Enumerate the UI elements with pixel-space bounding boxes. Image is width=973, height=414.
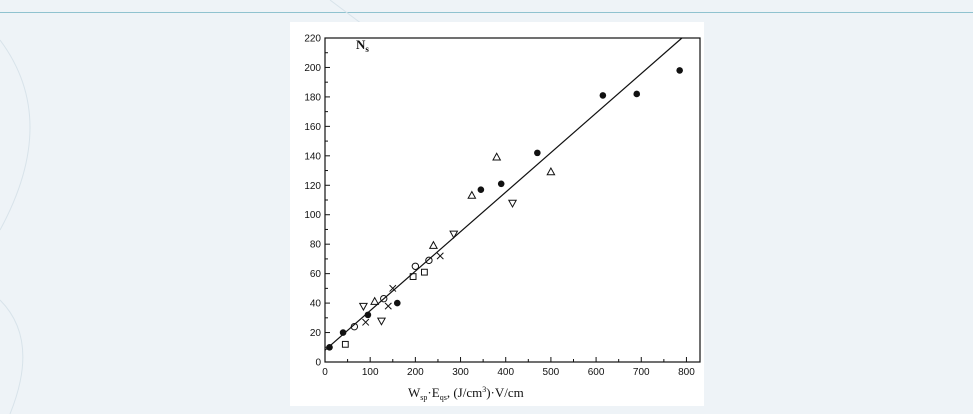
data-point-filled-circle bbox=[393, 299, 401, 307]
data-point-filled-circle bbox=[676, 67, 683, 74]
y-tick-label: 80 bbox=[310, 240, 322, 251]
x-tick-label: 200 bbox=[407, 367, 424, 378]
x-tick-label: 400 bbox=[497, 367, 514, 378]
data-point-cross bbox=[362, 318, 370, 326]
data-point-triangle-down bbox=[358, 302, 368, 312]
y-tick-label: 200 bbox=[304, 63, 321, 74]
data-point-triangle-up bbox=[467, 190, 477, 199]
data-point-square bbox=[341, 340, 349, 348]
x-tick-label: 700 bbox=[633, 367, 650, 378]
x-tick-label: 100 bbox=[362, 367, 379, 378]
cross-stroke bbox=[362, 318, 370, 326]
data-point-triangle-up bbox=[492, 152, 502, 161]
y-tick-label: 100 bbox=[304, 210, 321, 221]
data-point-filled-circle bbox=[534, 149, 541, 157]
x-tick-label: 600 bbox=[588, 367, 605, 378]
cross-stroke bbox=[389, 284, 397, 292]
linear-fit-line bbox=[324, 37, 683, 351]
data-point-circle bbox=[350, 322, 359, 331]
data-point-circle bbox=[380, 294, 388, 303]
data-point-square bbox=[409, 273, 417, 280]
cross-stroke bbox=[384, 302, 392, 310]
x-tick-label: 300 bbox=[452, 367, 469, 378]
data-point-filled-circle bbox=[364, 311, 372, 319]
data-point-cross bbox=[389, 284, 397, 292]
y-axis-ticks: 0 20 40 60 80 100 120 140 160 180 200 220 bbox=[304, 34, 330, 369]
data-point-circle bbox=[411, 262, 420, 270]
x-tick-label: 0 bbox=[322, 367, 328, 378]
y-tick-label: 220 bbox=[304, 34, 321, 45]
y-tick-label: 20 bbox=[310, 328, 322, 339]
data-point-circle bbox=[425, 256, 433, 265]
y-tick-label: 140 bbox=[304, 151, 321, 162]
data-point-filled-circle bbox=[633, 90, 641, 98]
data-point-filled-circle bbox=[326, 343, 333, 351]
cross-stroke bbox=[436, 252, 444, 260]
y-tick-label: 160 bbox=[304, 122, 321, 133]
y-tick-label: 120 bbox=[304, 181, 321, 192]
data-point-cross bbox=[384, 302, 392, 310]
y-tick-label: 40 bbox=[310, 299, 322, 310]
scatter-chart: 0 100 200 300 400 500 600 700 800 0 20 40 60 80 100 12… bbox=[304, 34, 701, 402]
y-axis-label: Ns bbox=[356, 37, 369, 54]
top-divider bbox=[0, 12, 973, 13]
data-point-triangle-down bbox=[507, 199, 518, 208]
fit-line bbox=[324, 37, 683, 351]
chart-figure: 0 100 200 300 400 500 600 700 800 0 20 40 60 80 100 12… bbox=[290, 22, 704, 406]
x-tick-label: 800 bbox=[678, 367, 695, 378]
data-point-triangle-up bbox=[370, 296, 380, 305]
data-point-square bbox=[420, 268, 428, 276]
data-point-triangle-down bbox=[376, 317, 387, 326]
data-point-triangle-down bbox=[449, 230, 459, 239]
data-point-triangle-up bbox=[428, 240, 438, 249]
x-axis-ticks: 0 100 200 300 400 500 600 700 800 bbox=[322, 357, 695, 378]
data-point-triangle-up bbox=[546, 166, 556, 176]
x-axis-label: Wsp·Eqs, (J/cm3)·V/cm bbox=[408, 385, 524, 402]
data-point-filled-circle bbox=[497, 180, 505, 188]
y-tick-label: 60 bbox=[310, 269, 322, 280]
data-point-filled-circle bbox=[477, 186, 485, 193]
data-point-filled-circle bbox=[339, 329, 347, 336]
data-point-filled-circle bbox=[599, 92, 607, 99]
data-point-cross bbox=[436, 252, 444, 260]
y-tick-label: 0 bbox=[315, 358, 321, 369]
x-tick-label: 500 bbox=[543, 367, 560, 378]
data-points bbox=[326, 67, 683, 351]
y-tick-label: 180 bbox=[304, 92, 321, 103]
